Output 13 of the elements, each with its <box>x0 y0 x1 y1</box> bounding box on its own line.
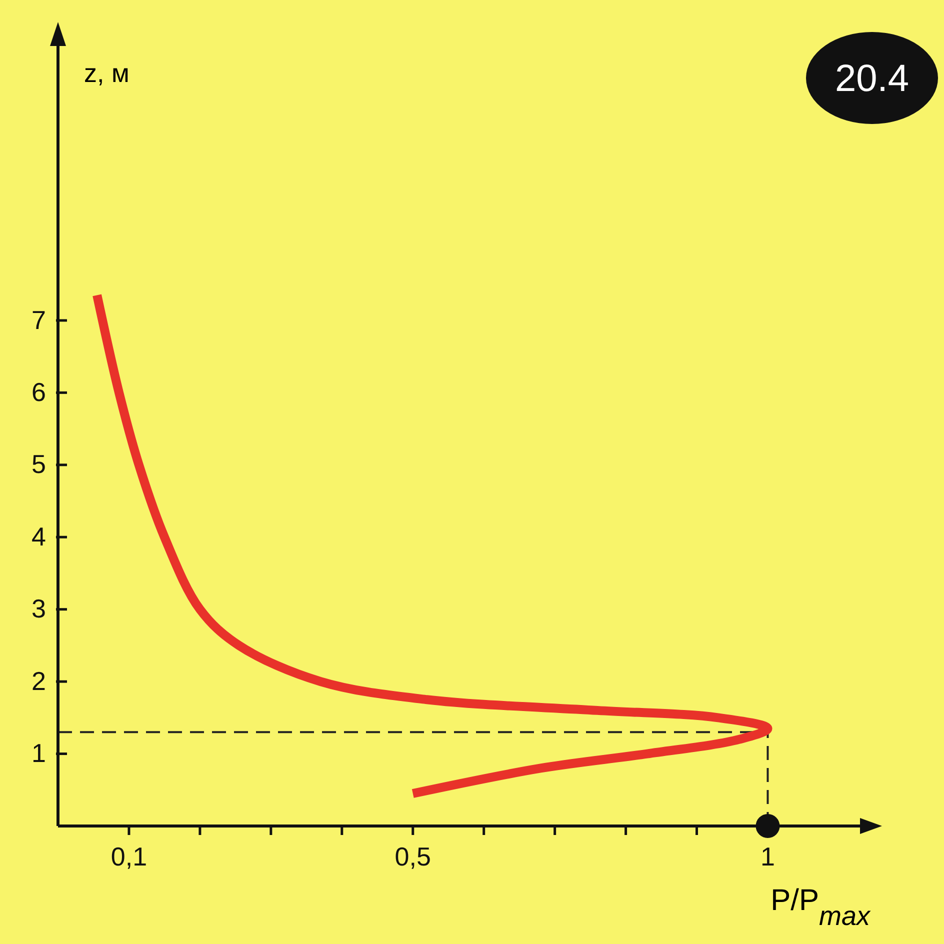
x-tick-label: 0,1 <box>110 841 148 872</box>
y-tick-label: 1 <box>32 738 46 768</box>
y-tick-label: 3 <box>32 594 46 624</box>
x-tick-label: 1 <box>760 841 775 872</box>
x-tick-label: 0,5 <box>394 841 431 872</box>
y-tick-label: 4 <box>32 521 46 552</box>
chart-title: 20.4 <box>835 58 909 100</box>
y-axis-title: z, м <box>84 58 130 88</box>
x-axis-title: P/P$_{max}$ <box>770 884 872 931</box>
y-tick-label: 2 <box>32 666 46 696</box>
y-tick-label: 5 <box>32 449 46 480</box>
y-tick-label: 6 <box>32 376 46 407</box>
y-tick-label: 7 <box>32 304 46 335</box>
